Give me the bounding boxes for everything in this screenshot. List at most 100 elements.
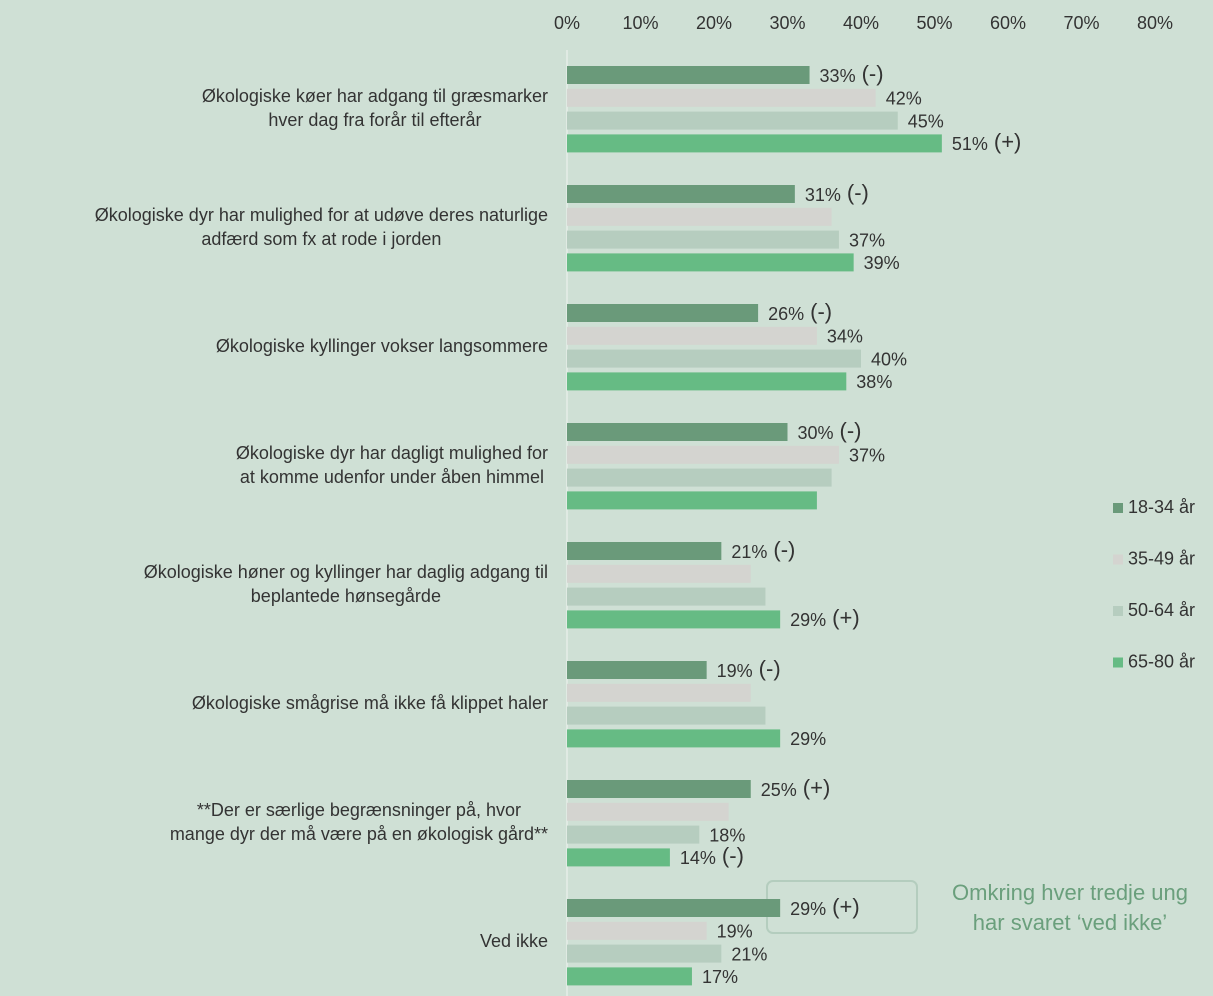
- bar: [567, 66, 810, 84]
- bar: [567, 802, 729, 821]
- category-label: Økologiske køer har adgang til græsmarke…: [202, 86, 548, 106]
- category-label: **Der er særlige begrænsninger på, hvor: [197, 800, 521, 820]
- value-label: 42%: [886, 89, 922, 109]
- x-tick-label: 50%: [916, 13, 952, 33]
- x-tick-label: 0%: [554, 13, 580, 33]
- x-tick-label: 10%: [622, 13, 658, 33]
- value-label: 26%: [768, 304, 804, 324]
- value-label: 39%: [864, 253, 900, 273]
- value-label: 30%: [798, 423, 834, 443]
- bar: [567, 326, 817, 345]
- value-label: 17%: [702, 967, 738, 987]
- legend-label: 65-80 år: [1128, 651, 1195, 671]
- legend-swatch: [1113, 606, 1123, 616]
- bar: [567, 111, 898, 130]
- bar: [567, 88, 876, 107]
- value-label: 14%: [680, 848, 716, 868]
- significance-marker: (-): [840, 418, 862, 443]
- bar: [567, 610, 781, 629]
- bar: [567, 253, 854, 272]
- value-label: 34%: [827, 327, 863, 347]
- category-label: mange dyr der må være på en økologisk gå…: [170, 824, 548, 844]
- bar: [567, 921, 707, 940]
- legend-label: 18-34 år: [1128, 497, 1195, 517]
- bar: [567, 207, 832, 226]
- value-label: 19%: [717, 922, 753, 942]
- value-label: 40%: [871, 349, 907, 369]
- x-tick-label: 40%: [843, 13, 879, 33]
- bar: [567, 899, 781, 917]
- significance-marker: (-): [759, 656, 781, 681]
- bar: [567, 848, 670, 867]
- value-label: 37%: [849, 230, 885, 250]
- significance-marker: (-): [810, 299, 832, 324]
- bar: [567, 134, 942, 153]
- significance-marker: (-): [847, 180, 869, 205]
- category-label: Økologiske kyllinger vokser langsommere: [216, 336, 548, 356]
- bar: [567, 780, 751, 798]
- value-label: 29%: [790, 610, 826, 630]
- significance-marker: (+): [803, 775, 831, 800]
- legend-swatch: [1113, 554, 1123, 565]
- bar: [567, 706, 766, 725]
- bar: [567, 491, 817, 510]
- bar: [567, 729, 781, 748]
- significance-marker: (+): [832, 605, 860, 630]
- x-tick-label: 60%: [990, 13, 1026, 33]
- bar: [567, 445, 839, 464]
- bar: [567, 825, 700, 844]
- category-label: hver dag fra forår til efterår: [268, 110, 481, 130]
- value-label: 51%: [952, 134, 988, 154]
- bar: [567, 564, 751, 583]
- significance-marker: (+): [994, 129, 1022, 154]
- value-label: 45%: [908, 111, 944, 131]
- x-tick-label: 80%: [1137, 13, 1173, 33]
- bar: [567, 587, 766, 606]
- bar: [567, 372, 847, 391]
- bar: [567, 967, 692, 986]
- category-label: Økologiske høner og kyllinger har daglig…: [144, 562, 548, 582]
- bar: [567, 468, 832, 487]
- bar: [567, 230, 839, 249]
- bar: [567, 423, 788, 441]
- value-label: 18%: [709, 825, 745, 845]
- bar: [567, 185, 795, 203]
- x-tick-label: 30%: [769, 13, 805, 33]
- value-label: 21%: [731, 542, 767, 562]
- x-tick-label: 70%: [1063, 13, 1099, 33]
- legend-swatch: [1113, 657, 1123, 668]
- bar: [567, 661, 707, 679]
- bar: [567, 349, 861, 368]
- value-label: 19%: [717, 661, 753, 681]
- legend-label: 35-49 år: [1128, 548, 1195, 568]
- annotation: Omkring hver tredje ung: [952, 880, 1188, 905]
- value-label: 25%: [761, 780, 797, 800]
- category-label: Ved ikke: [480, 931, 548, 951]
- category-label: adfærd som fx at rode i jorden: [201, 229, 441, 249]
- significance-marker: (-): [773, 537, 795, 562]
- legend-swatch: [1113, 503, 1123, 513]
- category-label: at komme udenfor under åben himmel: [240, 467, 544, 487]
- category-label: Økologiske dyr har mulighed for at udøve…: [95, 205, 548, 225]
- category-label: Økologiske smågrise må ikke få klippet h…: [192, 693, 548, 713]
- bar: [567, 542, 722, 560]
- significance-marker: (-): [862, 61, 884, 86]
- value-label: 29%: [790, 899, 826, 919]
- legend-label: 50-64 år: [1128, 600, 1195, 620]
- value-label: 33%: [820, 66, 856, 86]
- value-label: 29%: [790, 729, 826, 749]
- category-label: Økologiske dyr har dagligt mulighed for: [236, 443, 548, 463]
- value-label: 21%: [731, 944, 767, 964]
- significance-marker: (+): [832, 894, 860, 919]
- bar: [567, 304, 759, 322]
- x-tick-label: 20%: [696, 13, 732, 33]
- annotation: har svaret ‘ved ikke’: [973, 910, 1167, 935]
- bar: [567, 683, 751, 702]
- value-label: 31%: [805, 185, 841, 205]
- value-label: 38%: [856, 372, 892, 392]
- bar: [567, 944, 722, 963]
- value-label: 37%: [849, 446, 885, 466]
- significance-marker: (-): [722, 843, 744, 868]
- category-label: beplantede hønsegårde: [251, 586, 441, 606]
